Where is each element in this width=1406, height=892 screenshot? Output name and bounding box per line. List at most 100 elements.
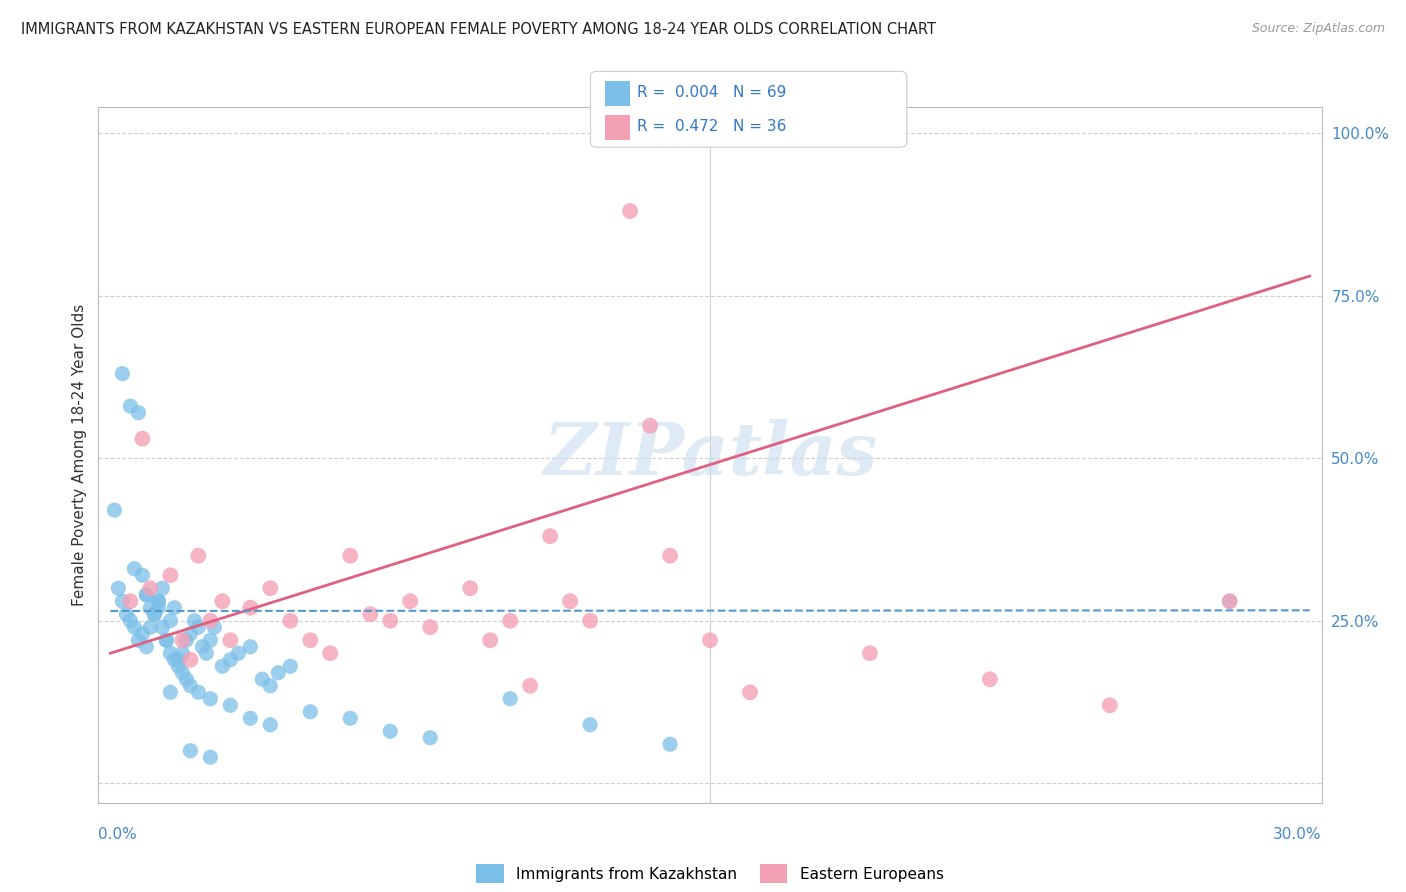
Point bbox=[179, 679, 201, 693]
Text: R =  0.472   N = 36: R = 0.472 N = 36 bbox=[637, 119, 786, 134]
Point bbox=[211, 659, 233, 673]
Point bbox=[339, 549, 361, 563]
Point bbox=[150, 620, 173, 634]
Point bbox=[159, 568, 181, 582]
Point bbox=[239, 600, 262, 615]
Point bbox=[259, 679, 281, 693]
Point bbox=[200, 750, 222, 764]
Text: Source: ZipAtlas.com: Source: ZipAtlas.com bbox=[1251, 22, 1385, 36]
Point bbox=[419, 731, 441, 745]
Point bbox=[183, 614, 205, 628]
Point bbox=[124, 562, 146, 576]
Point bbox=[150, 581, 173, 595]
Point bbox=[111, 594, 134, 608]
Point bbox=[380, 724, 402, 739]
Point bbox=[1219, 594, 1241, 608]
Point bbox=[259, 581, 281, 595]
Point bbox=[200, 633, 222, 648]
Point bbox=[659, 737, 682, 751]
Point bbox=[148, 594, 170, 608]
Point bbox=[619, 204, 641, 219]
Point bbox=[558, 594, 581, 608]
Point bbox=[159, 646, 181, 660]
Point bbox=[176, 633, 198, 648]
Point bbox=[579, 718, 602, 732]
Point bbox=[131, 568, 153, 582]
Point bbox=[187, 549, 209, 563]
Point bbox=[176, 672, 198, 686]
Point bbox=[135, 640, 157, 654]
Point bbox=[319, 646, 342, 660]
Point bbox=[159, 685, 181, 699]
Point bbox=[127, 406, 149, 420]
Point bbox=[538, 529, 561, 543]
Text: ZIPatlas: ZIPatlas bbox=[543, 419, 877, 491]
Point bbox=[167, 659, 190, 673]
Point bbox=[155, 633, 177, 648]
Point bbox=[1219, 594, 1241, 608]
Point bbox=[111, 367, 134, 381]
Point bbox=[148, 600, 170, 615]
Point bbox=[143, 607, 166, 622]
Point bbox=[131, 432, 153, 446]
Point bbox=[187, 685, 209, 699]
Text: 30.0%: 30.0% bbox=[1274, 827, 1322, 841]
Point bbox=[979, 672, 1001, 686]
Point bbox=[148, 594, 170, 608]
Point bbox=[859, 646, 882, 660]
Point bbox=[219, 653, 242, 667]
Point bbox=[127, 633, 149, 648]
Point bbox=[120, 594, 142, 608]
Point bbox=[167, 653, 190, 667]
Point bbox=[659, 549, 682, 563]
Point bbox=[359, 607, 381, 622]
Point bbox=[499, 614, 522, 628]
Point bbox=[139, 581, 162, 595]
Point bbox=[380, 614, 402, 628]
Text: 0.0%: 0.0% bbox=[98, 827, 138, 841]
Point bbox=[179, 653, 201, 667]
Point bbox=[339, 711, 361, 725]
Point bbox=[135, 588, 157, 602]
Point bbox=[259, 718, 281, 732]
Point bbox=[159, 614, 181, 628]
Point bbox=[163, 600, 186, 615]
Point bbox=[103, 503, 125, 517]
Point bbox=[107, 581, 129, 595]
Point bbox=[115, 607, 138, 622]
Text: R =  0.004   N = 69: R = 0.004 N = 69 bbox=[637, 85, 786, 100]
Point bbox=[179, 744, 201, 758]
Point bbox=[172, 633, 194, 648]
Point bbox=[211, 594, 233, 608]
Point bbox=[155, 633, 177, 648]
Point bbox=[479, 633, 502, 648]
Point bbox=[699, 633, 721, 648]
Point bbox=[135, 588, 157, 602]
Point bbox=[1098, 698, 1121, 713]
Point bbox=[638, 418, 661, 433]
Point bbox=[458, 581, 481, 595]
Point bbox=[195, 646, 218, 660]
Point bbox=[200, 614, 222, 628]
Point bbox=[143, 607, 166, 622]
Point bbox=[278, 659, 301, 673]
Point bbox=[239, 711, 262, 725]
Point bbox=[172, 646, 194, 660]
Point bbox=[124, 620, 146, 634]
Point bbox=[139, 620, 162, 634]
Point bbox=[131, 626, 153, 640]
Point bbox=[299, 633, 322, 648]
Point bbox=[299, 705, 322, 719]
Text: IMMIGRANTS FROM KAZAKHSTAN VS EASTERN EUROPEAN FEMALE POVERTY AMONG 18-24 YEAR O: IMMIGRANTS FROM KAZAKHSTAN VS EASTERN EU… bbox=[21, 22, 936, 37]
Point bbox=[200, 691, 222, 706]
Point bbox=[219, 698, 242, 713]
Point bbox=[278, 614, 301, 628]
Point bbox=[139, 600, 162, 615]
Point bbox=[120, 614, 142, 628]
Legend: Immigrants from Kazakhstan, Eastern Europeans: Immigrants from Kazakhstan, Eastern Euro… bbox=[470, 858, 950, 889]
Point bbox=[163, 653, 186, 667]
Point bbox=[219, 633, 242, 648]
Y-axis label: Female Poverty Among 18-24 Year Olds: Female Poverty Among 18-24 Year Olds bbox=[72, 304, 87, 606]
Point bbox=[499, 691, 522, 706]
Point bbox=[228, 646, 250, 660]
